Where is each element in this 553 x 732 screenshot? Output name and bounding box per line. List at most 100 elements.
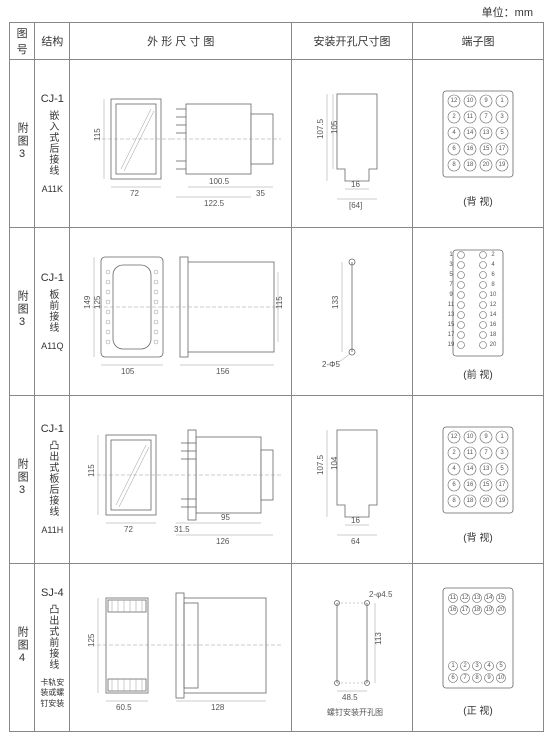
- svg-text:16: 16: [467, 146, 474, 152]
- terminal-caption: (背 视): [415, 193, 541, 208]
- svg-text:2: 2: [491, 252, 495, 258]
- svg-text:12: 12: [451, 434, 458, 440]
- svg-text:16: 16: [450, 607, 457, 613]
- svg-text:[64]: [64]: [349, 201, 362, 210]
- svg-text:48.5: 48.5: [342, 693, 358, 702]
- svg-text:18: 18: [490, 332, 497, 338]
- outline-cell: 125 60.5 128: [70, 564, 292, 732]
- svg-text:16: 16: [351, 180, 360, 189]
- svg-text:19: 19: [486, 607, 493, 613]
- svg-text:20: 20: [483, 162, 490, 168]
- svg-text:13: 13: [483, 466, 490, 472]
- struct-cell: CJ-1 嵌入式后接线 A11K: [35, 60, 70, 228]
- svg-text:100.5: 100.5: [209, 177, 230, 186]
- figno-text: 附图3: [14, 290, 30, 330]
- outline-drawing: 115 72 31.5 95 126: [76, 405, 286, 555]
- mounting-drawing: 107.5 105 16 [64]: [297, 69, 407, 219]
- svg-text:11: 11: [467, 114, 474, 120]
- svg-text:10: 10: [467, 434, 474, 440]
- svg-text:64: 64: [351, 537, 360, 546]
- svg-text:13: 13: [448, 312, 455, 318]
- svg-text:螺钉安装开孔图: 螺钉安装开孔图: [327, 707, 383, 717]
- th-outline: 外 形 尺 寸 图: [70, 23, 292, 60]
- terminal-cell: 1112131415161718192012345678910 (正 视): [412, 564, 543, 732]
- svg-text:156: 156: [216, 367, 230, 376]
- terminal-cell: 1210912117341413561615178182019 (背 视): [412, 396, 543, 564]
- svg-text:6: 6: [491, 272, 495, 278]
- mounting-cell: 107.5 104 16 64: [292, 396, 413, 564]
- svg-text:16: 16: [351, 516, 360, 525]
- terminal-cell: 1210912117341413561615178182019 (背 视): [412, 60, 543, 228]
- svg-text:128: 128: [211, 703, 225, 712]
- mounting-drawing: 2-φ4.5 113 48.5 螺钉安装开孔图: [297, 573, 407, 723]
- desc-text: 凸出式前接线: [46, 604, 59, 670]
- svg-text:113: 113: [374, 631, 383, 644]
- th-mounting: 安装开孔尺寸图: [292, 23, 413, 60]
- code-text: A11Q: [37, 341, 67, 353]
- th-figno: 图号: [10, 23, 35, 60]
- terminal-drawing: 1210912117341413561615178182019: [423, 415, 533, 525]
- figno-cell: 附图3: [10, 396, 35, 564]
- model-text: SJ-4: [37, 586, 67, 600]
- svg-text:11: 11: [448, 302, 455, 308]
- desc-text: 板前接线: [46, 289, 59, 333]
- model-text: CJ-1: [37, 271, 67, 285]
- svg-text:18: 18: [467, 498, 474, 504]
- desc-text: 凸出式板后接线: [46, 440, 59, 517]
- svg-text:107.5: 107.5: [316, 118, 325, 139]
- mounting-drawing: 107.5 104 16 64: [297, 405, 407, 555]
- svg-text:10: 10: [498, 675, 505, 681]
- svg-text:17: 17: [499, 482, 506, 488]
- header-row: 图号 结构 外 形 尺 寸 图 安装开孔尺寸图 端子图: [10, 23, 544, 60]
- svg-text:72: 72: [130, 189, 139, 198]
- svg-text:19: 19: [499, 162, 506, 168]
- svg-text:16: 16: [490, 322, 497, 328]
- svg-text:35: 35: [256, 189, 265, 198]
- outline-cell: 115 72 31.5 95 126: [70, 396, 292, 564]
- code-text: A11K: [37, 184, 67, 196]
- outline-drawing: 149 125 105 115 156: [76, 237, 286, 387]
- svg-text:13: 13: [474, 595, 481, 601]
- svg-text:15: 15: [483, 482, 490, 488]
- svg-text:17: 17: [462, 607, 469, 613]
- svg-text:10: 10: [467, 98, 474, 104]
- figno-cell: 附图3: [10, 60, 35, 228]
- svg-text:11: 11: [450, 595, 457, 601]
- svg-text:60.5: 60.5: [116, 703, 132, 712]
- figno-text: 附图3: [14, 458, 30, 498]
- svg-text:95: 95: [221, 513, 230, 522]
- outline-drawing: 115 72 100.5 122.5 35: [76, 69, 286, 219]
- svg-text:14: 14: [490, 312, 497, 318]
- svg-text:15: 15: [483, 146, 490, 152]
- svg-text:12: 12: [490, 302, 497, 308]
- mounting-cell: 133 2-Φ5: [292, 228, 413, 396]
- model-text: CJ-1: [37, 92, 67, 106]
- svg-text:20: 20: [490, 342, 497, 348]
- svg-text:15: 15: [448, 322, 455, 328]
- svg-text:8: 8: [491, 282, 495, 288]
- desc-text: 嵌入式后接线: [46, 110, 59, 176]
- svg-text:11: 11: [467, 450, 474, 456]
- terminal-caption: (前 视): [415, 366, 541, 381]
- struct-cell: CJ-1 凸出式板后接线 A11H: [35, 396, 70, 564]
- svg-text:72: 72: [124, 525, 133, 534]
- svg-text:126: 126: [216, 537, 230, 546]
- table-row: 附图3 CJ-1 嵌入式后接线 A11K 115 72: [10, 60, 544, 228]
- terminal-caption: (正 视): [415, 702, 541, 717]
- unit-label: 单位：mm: [0, 0, 553, 22]
- svg-text:2-φ4.5: 2-φ4.5: [369, 590, 393, 599]
- terminal-drawing: 1210912117341413561615178182019: [423, 79, 533, 189]
- svg-text:105: 105: [121, 367, 135, 376]
- th-structure: 结构: [35, 23, 70, 60]
- mounting-cell: 2-φ4.5 113 48.5 螺钉安装开孔图: [292, 564, 413, 732]
- svg-text:16: 16: [467, 482, 474, 488]
- terminal-caption: (背 视): [415, 529, 541, 544]
- outline-cell: 115 72 100.5 122.5 35: [70, 60, 292, 228]
- outline-cell: 149 125 105 115 156: [70, 228, 292, 396]
- struct-cell: CJ-1 板前接线 A11Q: [35, 228, 70, 396]
- code-text: 卡轨安装或螺钉安装: [37, 678, 67, 709]
- svg-text:20: 20: [498, 607, 505, 613]
- svg-text:2-Φ5: 2-Φ5: [322, 360, 340, 369]
- svg-text:107.5: 107.5: [316, 454, 325, 475]
- svg-text:19: 19: [448, 342, 455, 348]
